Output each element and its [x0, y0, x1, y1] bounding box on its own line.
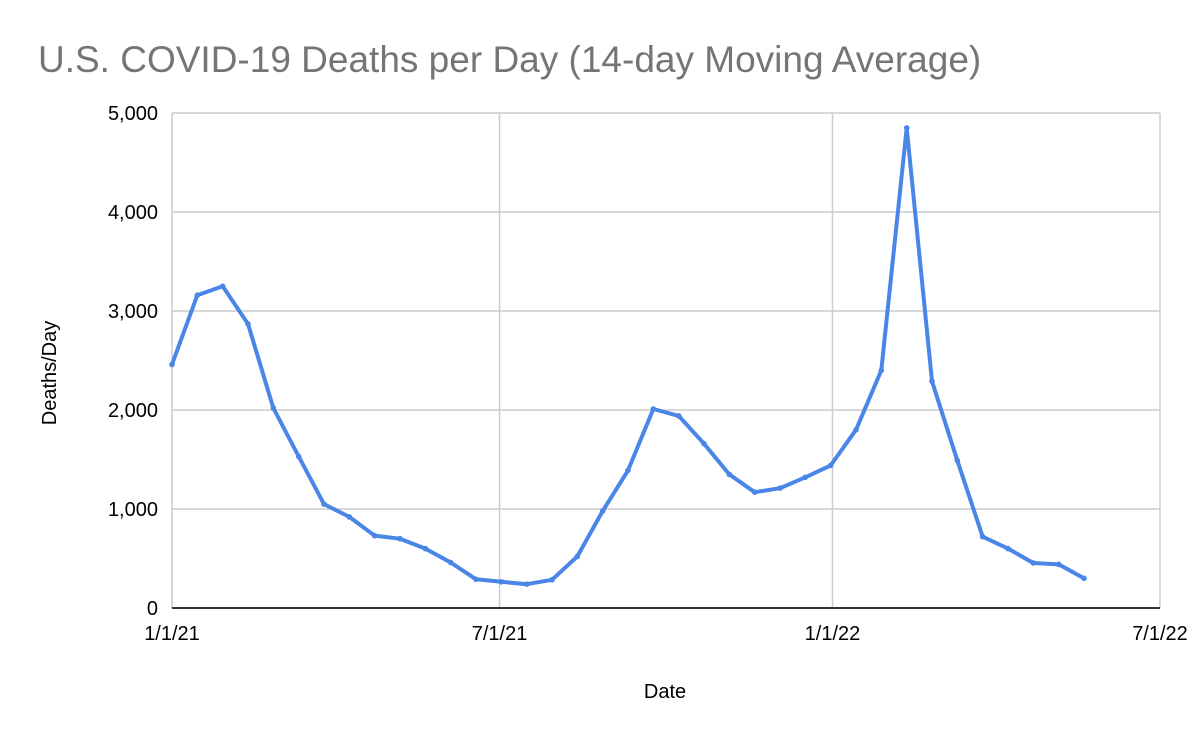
data-point — [523, 581, 530, 587]
data-point — [397, 535, 403, 542]
data-point — [853, 427, 859, 433]
data-point — [169, 361, 175, 368]
data-point — [954, 457, 961, 464]
y-tick-label: 0 — [147, 598, 158, 620]
data-point — [371, 532, 378, 539]
series-line — [170, 125, 1086, 587]
data-point — [346, 514, 353, 520]
y-tick-label: 2,000 — [108, 400, 158, 422]
data-point — [473, 576, 479, 583]
grid — [171, 112, 1161, 609]
data-point — [270, 405, 277, 411]
y-axis-ticks: 0 1,000 2,000 3,000 4,000 5,000 — [108, 103, 158, 620]
data-point — [447, 559, 454, 566]
data-point — [574, 553, 581, 560]
data-point — [422, 545, 429, 552]
data-point — [295, 453, 302, 460]
data-point — [1081, 575, 1087, 582]
y-tick-label: 1,000 — [108, 499, 158, 521]
y-tick-label: 3,000 — [108, 301, 158, 323]
data-point — [878, 367, 885, 374]
data-point — [979, 533, 986, 540]
x-axis-label: Date — [644, 681, 686, 703]
chart-title: U.S. COVID-19 Deaths per Day (14-day Mov… — [38, 39, 981, 80]
data-point — [321, 501, 327, 507]
x-axis-ticks: 1/1/21 7/1/21 1/1/22 7/1/22 — [144, 623, 1188, 645]
series-layer — [169, 125, 1087, 587]
y-tick-label: 4,000 — [108, 202, 158, 224]
data-point — [827, 462, 834, 469]
x-tick-label: 7/1/21 — [472, 623, 528, 645]
data-point — [751, 489, 758, 496]
data-point — [777, 485, 783, 492]
data-point — [625, 467, 631, 474]
x-tick-label: 1/1/21 — [144, 623, 200, 645]
data-point — [675, 413, 682, 419]
data-point — [1030, 560, 1037, 566]
data-point — [1055, 561, 1062, 568]
data-point — [194, 292, 201, 299]
x-tick-label: 7/1/22 — [1132, 623, 1188, 645]
data-point — [498, 579, 505, 585]
data-point — [1005, 545, 1011, 552]
data-point — [903, 125, 910, 131]
x-tick-label: 1/1/22 — [805, 623, 861, 645]
data-point — [929, 378, 935, 385]
data-point — [219, 283, 226, 290]
data-point — [802, 474, 809, 481]
data-point — [245, 321, 251, 327]
data-point — [549, 577, 555, 583]
y-axis-label: Deaths/Day — [39, 321, 61, 426]
data-point — [726, 471, 733, 478]
data-point — [701, 440, 707, 447]
data-point — [599, 508, 606, 514]
data-point — [650, 406, 657, 412]
y-tick-label: 5,000 — [108, 103, 158, 125]
